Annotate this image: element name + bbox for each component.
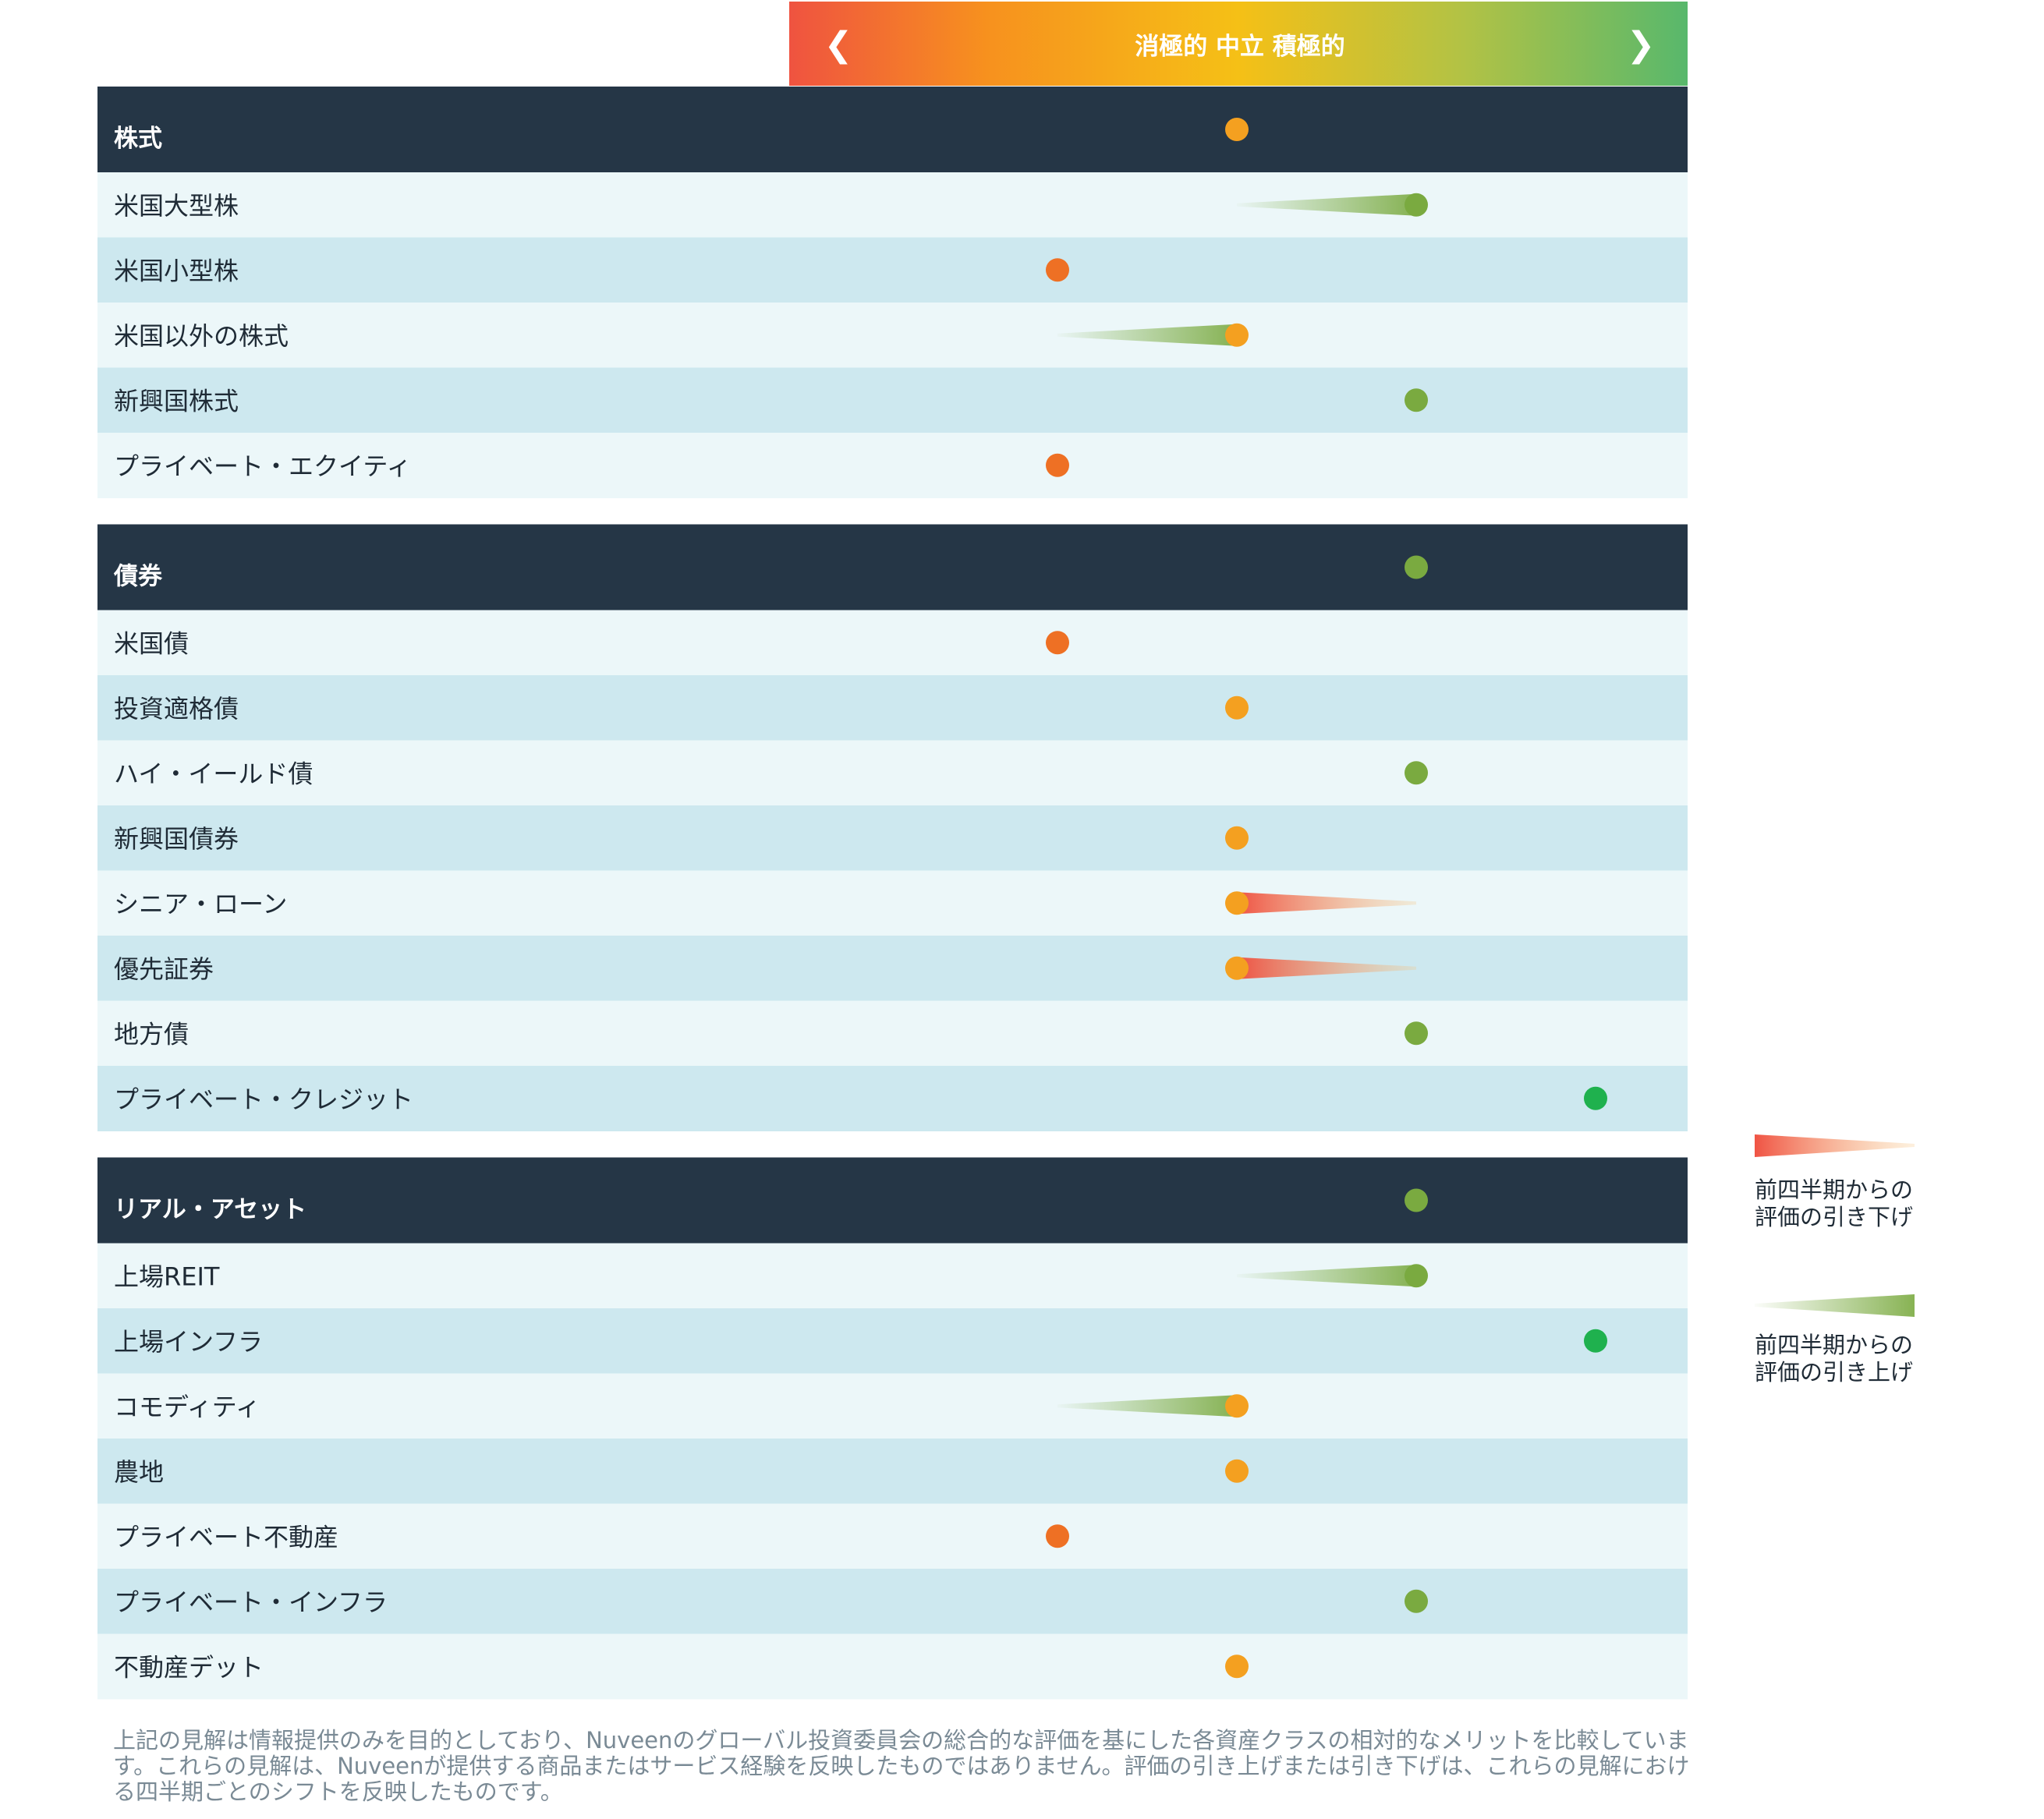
row-label: プライベート・インフラ [114, 1587, 388, 1617]
rating-dot [1046, 631, 1069, 655]
table-row [97, 805, 1688, 871]
table-row [97, 1373, 1688, 1439]
row-label: プライベート・クレジット [114, 1085, 413, 1114]
table-row [97, 1439, 1688, 1504]
rating-dot [1225, 891, 1249, 915]
table-row [97, 433, 1688, 498]
rating-dot [1225, 1654, 1249, 1679]
upgrade-wedge [1057, 1395, 1237, 1417]
rating-dot [1225, 956, 1249, 980]
group-header-label: リアル・アセット [114, 1196, 306, 1224]
legend-upgrade-label-1: 前四半期からの [1755, 1332, 1913, 1358]
table-row [97, 1000, 1688, 1067]
upgrade-wedge [1237, 1265, 1416, 1287]
row-label: プライベート不動産 [114, 1522, 338, 1552]
scale-label: 消極的 中立 積極的 [1135, 33, 1345, 61]
rating-dot [1405, 1589, 1428, 1613]
row-label: 農地 [114, 1457, 164, 1487]
table-row [97, 1308, 1688, 1374]
downgrade-wedge [1237, 892, 1416, 915]
table-row [97, 675, 1688, 741]
group-header-label: 株式 [114, 125, 162, 153]
row-label: シニア・ローン [114, 889, 287, 918]
group-header-label: 債券 [113, 563, 163, 591]
rating-dot [1225, 826, 1249, 850]
legend-upgrade-label-2: 評価の引き上げ [1755, 1359, 1913, 1385]
footnote: 上記の見解は情報提供のみを目的としており、Nuveenのグローバル投資委員会の総… [113, 1727, 1690, 1805]
rating-dot [1405, 1264, 1428, 1288]
row-label: 上場インフラ [114, 1327, 263, 1357]
row-label: 米国小型株 [114, 256, 239, 285]
rating-dot [1405, 388, 1428, 412]
upgrade-wedge [1057, 324, 1237, 346]
scale-gradient-bar [789, 2, 1688, 86]
rating-dot [1405, 761, 1428, 785]
rating-dot [1046, 453, 1069, 477]
row-label: 米国債 [114, 628, 189, 658]
rating-dot [1046, 1524, 1069, 1548]
legend-downgrade-label-1: 前四半期からの [1755, 1177, 1913, 1203]
table-row [97, 237, 1688, 303]
table-row [97, 936, 1688, 1001]
rating-dot [1405, 193, 1428, 217]
table-row [97, 1066, 1688, 1131]
downgrade-wedge [1237, 957, 1416, 979]
rating-dot [1225, 323, 1249, 347]
legend: 前四半期からの 評価の引き下げ 前四半期からの 評価の引き上げ [1755, 1134, 1915, 1385]
rating-dot [1584, 1329, 1607, 1353]
table-row [97, 303, 1688, 368]
table-row [97, 870, 1688, 936]
rating-dot [1405, 1021, 1428, 1046]
chart-rows: 株式米国大型株米国小型株米国以外の株式新興国株式プライベート・エクイティ債券米国… [97, 87, 1688, 1700]
group-rating-dot [1405, 1188, 1428, 1212]
table-row [97, 1503, 1688, 1570]
row-label: コモディティ [114, 1392, 260, 1421]
scale-right-arrow: ❯ [1627, 25, 1656, 65]
table-row [97, 740, 1688, 806]
scale-left-arrow: ❮ [824, 25, 853, 65]
row-label: ハイ・イールド債 [114, 759, 313, 788]
upgrade-wedge [1237, 193, 1416, 216]
row-label: 上場REIT [114, 1262, 220, 1291]
row-label: 米国以外の株式 [114, 321, 289, 351]
row-label: プライベート・エクイティ [114, 451, 411, 481]
group-rating-dot [1405, 555, 1428, 579]
row-label: 優先証券 [114, 954, 214, 984]
rating-dot [1225, 1459, 1249, 1483]
row-label: 不動産デット [114, 1652, 264, 1682]
row-label: 新興国株式 [114, 386, 239, 416]
table-row [97, 1243, 1688, 1309]
group-header-bg [97, 87, 1688, 172]
table-row [97, 1633, 1688, 1700]
legend-downgrade-wedge [1755, 1134, 1915, 1157]
row-label: 新興国債券 [114, 824, 239, 854]
legend-upgrade-wedge [1755, 1294, 1915, 1317]
group-header-bg [97, 524, 1688, 610]
group-rating-dot [1225, 118, 1249, 141]
rating-dot [1046, 258, 1069, 282]
table-row [97, 172, 1688, 238]
rating-dot [1584, 1086, 1607, 1110]
table-row [97, 367, 1688, 434]
table-row [97, 610, 1688, 676]
rating-dot [1225, 695, 1249, 720]
scale-header: ❮ 消極的 中立 積極的 ❯ [789, 2, 1688, 86]
rating-dot [1225, 1394, 1249, 1418]
row-label: 米国大型株 [114, 191, 239, 221]
row-label: 地方債 [114, 1019, 189, 1049]
legend-downgrade-label-2: 評価の引き下げ [1755, 1204, 1913, 1230]
row-label: 投資適格債 [114, 694, 239, 724]
group-header-bg [97, 1157, 1688, 1244]
